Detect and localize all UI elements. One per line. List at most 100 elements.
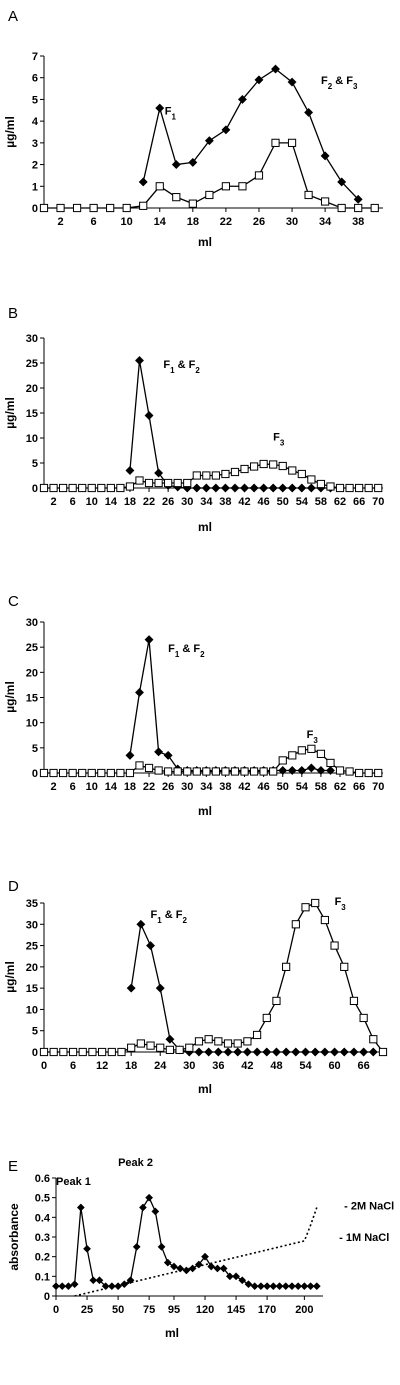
series-line	[74, 1207, 318, 1297]
x-tick-label: 58	[315, 781, 327, 793]
x-tick-label: 50	[112, 1304, 124, 1316]
x-tick-label: 6	[70, 496, 76, 508]
data-point-diamond	[269, 1282, 278, 1291]
data-point-square	[175, 1045, 184, 1054]
x-tick-label: 25	[81, 1304, 93, 1316]
data-point-diamond	[144, 410, 154, 421]
data-point-square	[125, 482, 135, 491]
data-point-square	[301, 903, 310, 912]
data-point-diamond	[220, 483, 230, 493]
x-axis-label: ml	[198, 520, 212, 534]
data-point-diamond	[262, 1047, 272, 1057]
data-point-square	[68, 483, 77, 493]
data-point-square	[155, 182, 164, 191]
data-point-square	[39, 1047, 49, 1057]
x-tick-label: 26	[162, 496, 174, 508]
data-point-diamond	[254, 75, 264, 85]
y-tick-label: 4	[32, 116, 39, 128]
x-axis-label: ml	[198, 235, 212, 249]
data-point-square	[378, 1047, 388, 1057]
data-point-diamond	[252, 1047, 262, 1057]
x-tick-label: 36	[212, 1060, 224, 1072]
series-square	[39, 459, 383, 493]
data-point-square	[97, 768, 106, 778]
data-point-square	[58, 768, 68, 778]
data-point-diamond	[125, 465, 135, 476]
data-point-square	[316, 479, 326, 489]
data-point-square	[146, 1041, 155, 1050]
data-point-diamond	[201, 483, 211, 493]
data-point-square	[307, 475, 316, 484]
annotation-0: Peak 1	[56, 1176, 91, 1188]
y-tick-label: 0.1	[35, 1271, 50, 1283]
data-point-diamond	[297, 765, 307, 776]
x-tick-label: 75	[143, 1304, 155, 1316]
series-diamond	[52, 1193, 321, 1291]
y-tick-label: 25	[26, 358, 38, 370]
data-point-diamond	[89, 1276, 98, 1285]
data-point-diamond	[194, 1047, 204, 1057]
data-point-diamond	[239, 483, 250, 493]
data-point-square	[205, 190, 214, 200]
data-point-diamond	[155, 983, 165, 993]
data-point-diamond	[349, 1047, 359, 1057]
data-point-diamond	[194, 1260, 203, 1269]
y-tick-label: 0	[32, 483, 38, 495]
x-tick-label: 14	[105, 496, 118, 508]
data-point-diamond	[126, 983, 136, 993]
data-point-diamond	[64, 1282, 73, 1291]
data-point-square	[106, 483, 115, 493]
x-tick-label: 18	[124, 496, 136, 508]
panel-letter: E	[8, 1158, 18, 1175]
data-point-diamond	[271, 1047, 282, 1057]
x-tick-label: 2	[50, 781, 56, 793]
x-tick-label: 54	[296, 781, 309, 793]
x-tick-label: 6	[70, 1060, 76, 1072]
data-point-diamond	[294, 1282, 303, 1291]
panel-letter: A	[8, 8, 18, 25]
data-point-square	[72, 203, 82, 213]
x-tick-label: 18	[125, 1060, 137, 1072]
data-point-square	[56, 203, 65, 213]
x-tick-label: 54	[299, 1060, 312, 1072]
x-tick-label: 58	[315, 496, 327, 508]
data-point-diamond	[233, 1047, 243, 1057]
x-tick-label: 22	[143, 781, 155, 793]
data-point-diamond	[278, 483, 288, 493]
y-tick-label: 0	[44, 1291, 50, 1303]
data-point-square	[135, 476, 144, 485]
data-point-square	[214, 1037, 223, 1046]
data-point-square	[127, 1043, 136, 1052]
data-point-diamond	[312, 1282, 321, 1291]
y-axis-label: µg/ml	[3, 116, 17, 148]
x-tick-label: 145	[227, 1304, 245, 1316]
x-tick-label: 2	[50, 496, 56, 508]
data-point-square	[249, 767, 259, 776]
x-tick-label: 6	[91, 216, 97, 228]
data-point-diamond	[70, 1280, 79, 1289]
data-point-square	[39, 203, 49, 213]
y-tick-label: 0.4	[35, 1212, 51, 1224]
x-tick-label: 62	[334, 496, 346, 508]
x-tick-label: 24	[154, 1060, 167, 1072]
y-tick-label: 20	[26, 383, 38, 395]
x-tick-label: 22	[143, 496, 155, 508]
data-point-square	[243, 1037, 252, 1046]
y-tick-label: 0.2	[35, 1252, 50, 1264]
y-tick-label: 25	[26, 941, 38, 953]
data-point-square	[39, 483, 49, 493]
y-tick-label: 1	[32, 181, 38, 193]
data-point-square	[78, 768, 87, 778]
data-point-diamond	[237, 94, 247, 104]
data-point-diamond	[306, 763, 316, 773]
data-point-diamond	[281, 1282, 290, 1291]
data-point-square	[188, 199, 197, 208]
data-point-square	[49, 1047, 58, 1057]
data-point-diamond	[101, 1282, 110, 1291]
x-tick-label: 70	[372, 496, 384, 508]
data-point-square	[106, 203, 115, 213]
y-tick-label: 0	[32, 1047, 38, 1059]
x-tick-label: 120	[196, 1304, 214, 1316]
panel-letter: C	[8, 593, 19, 610]
